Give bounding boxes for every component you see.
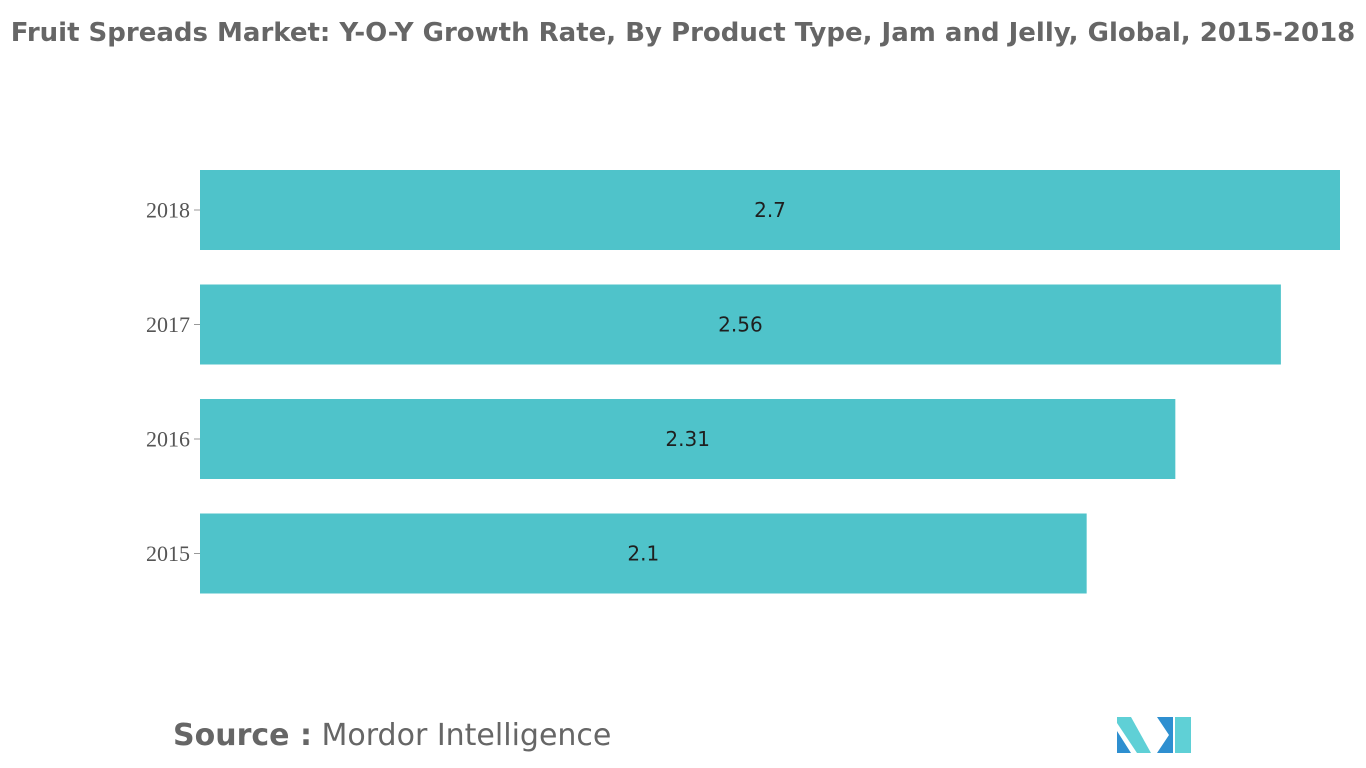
y-tick-label-2015: 2015	[146, 541, 190, 566]
logo-right-shape	[1157, 717, 1173, 753]
data-label-2018: 2.7	[754, 198, 786, 222]
bar-2018	[200, 170, 1340, 250]
data-label-2016: 2.31	[665, 427, 710, 451]
data-label-2017: 2.56	[718, 313, 763, 337]
y-tick-label-2018: 2018	[146, 198, 190, 223]
logo-far-right-shape	[1175, 717, 1191, 753]
bars	[200, 170, 1340, 594]
y-axis: 2018 2017 2016 2015	[146, 198, 200, 566]
chart-title: Fruit Spreads Market: Y-O-Y Growth Rate,…	[10, 18, 1356, 48]
source-name: Mordor Intelligence	[321, 718, 612, 753]
bar-2017	[200, 284, 1281, 365]
data-label-2015: 2.1	[627, 542, 659, 566]
mordor-intelligence-logo	[1117, 717, 1191, 753]
logo-middle-shape	[1117, 731, 1131, 753]
bar-2015	[200, 513, 1087, 594]
logo-left-shape	[1117, 717, 1151, 753]
y-tick-label-2017: 2017	[146, 312, 190, 337]
y-tick-label-2016: 2016	[146, 427, 190, 452]
data-labels: 2.7 2.56 2.31 2.1	[627, 198, 785, 566]
source-note: Source : Mordor Intelligence	[173, 718, 611, 753]
bar-2016	[200, 399, 1176, 479]
source-label: Source :	[173, 718, 312, 753]
bar-chart: 2018 2017 2016 2015 2.7 2.56 2.31 2.1	[146, 170, 1340, 594]
